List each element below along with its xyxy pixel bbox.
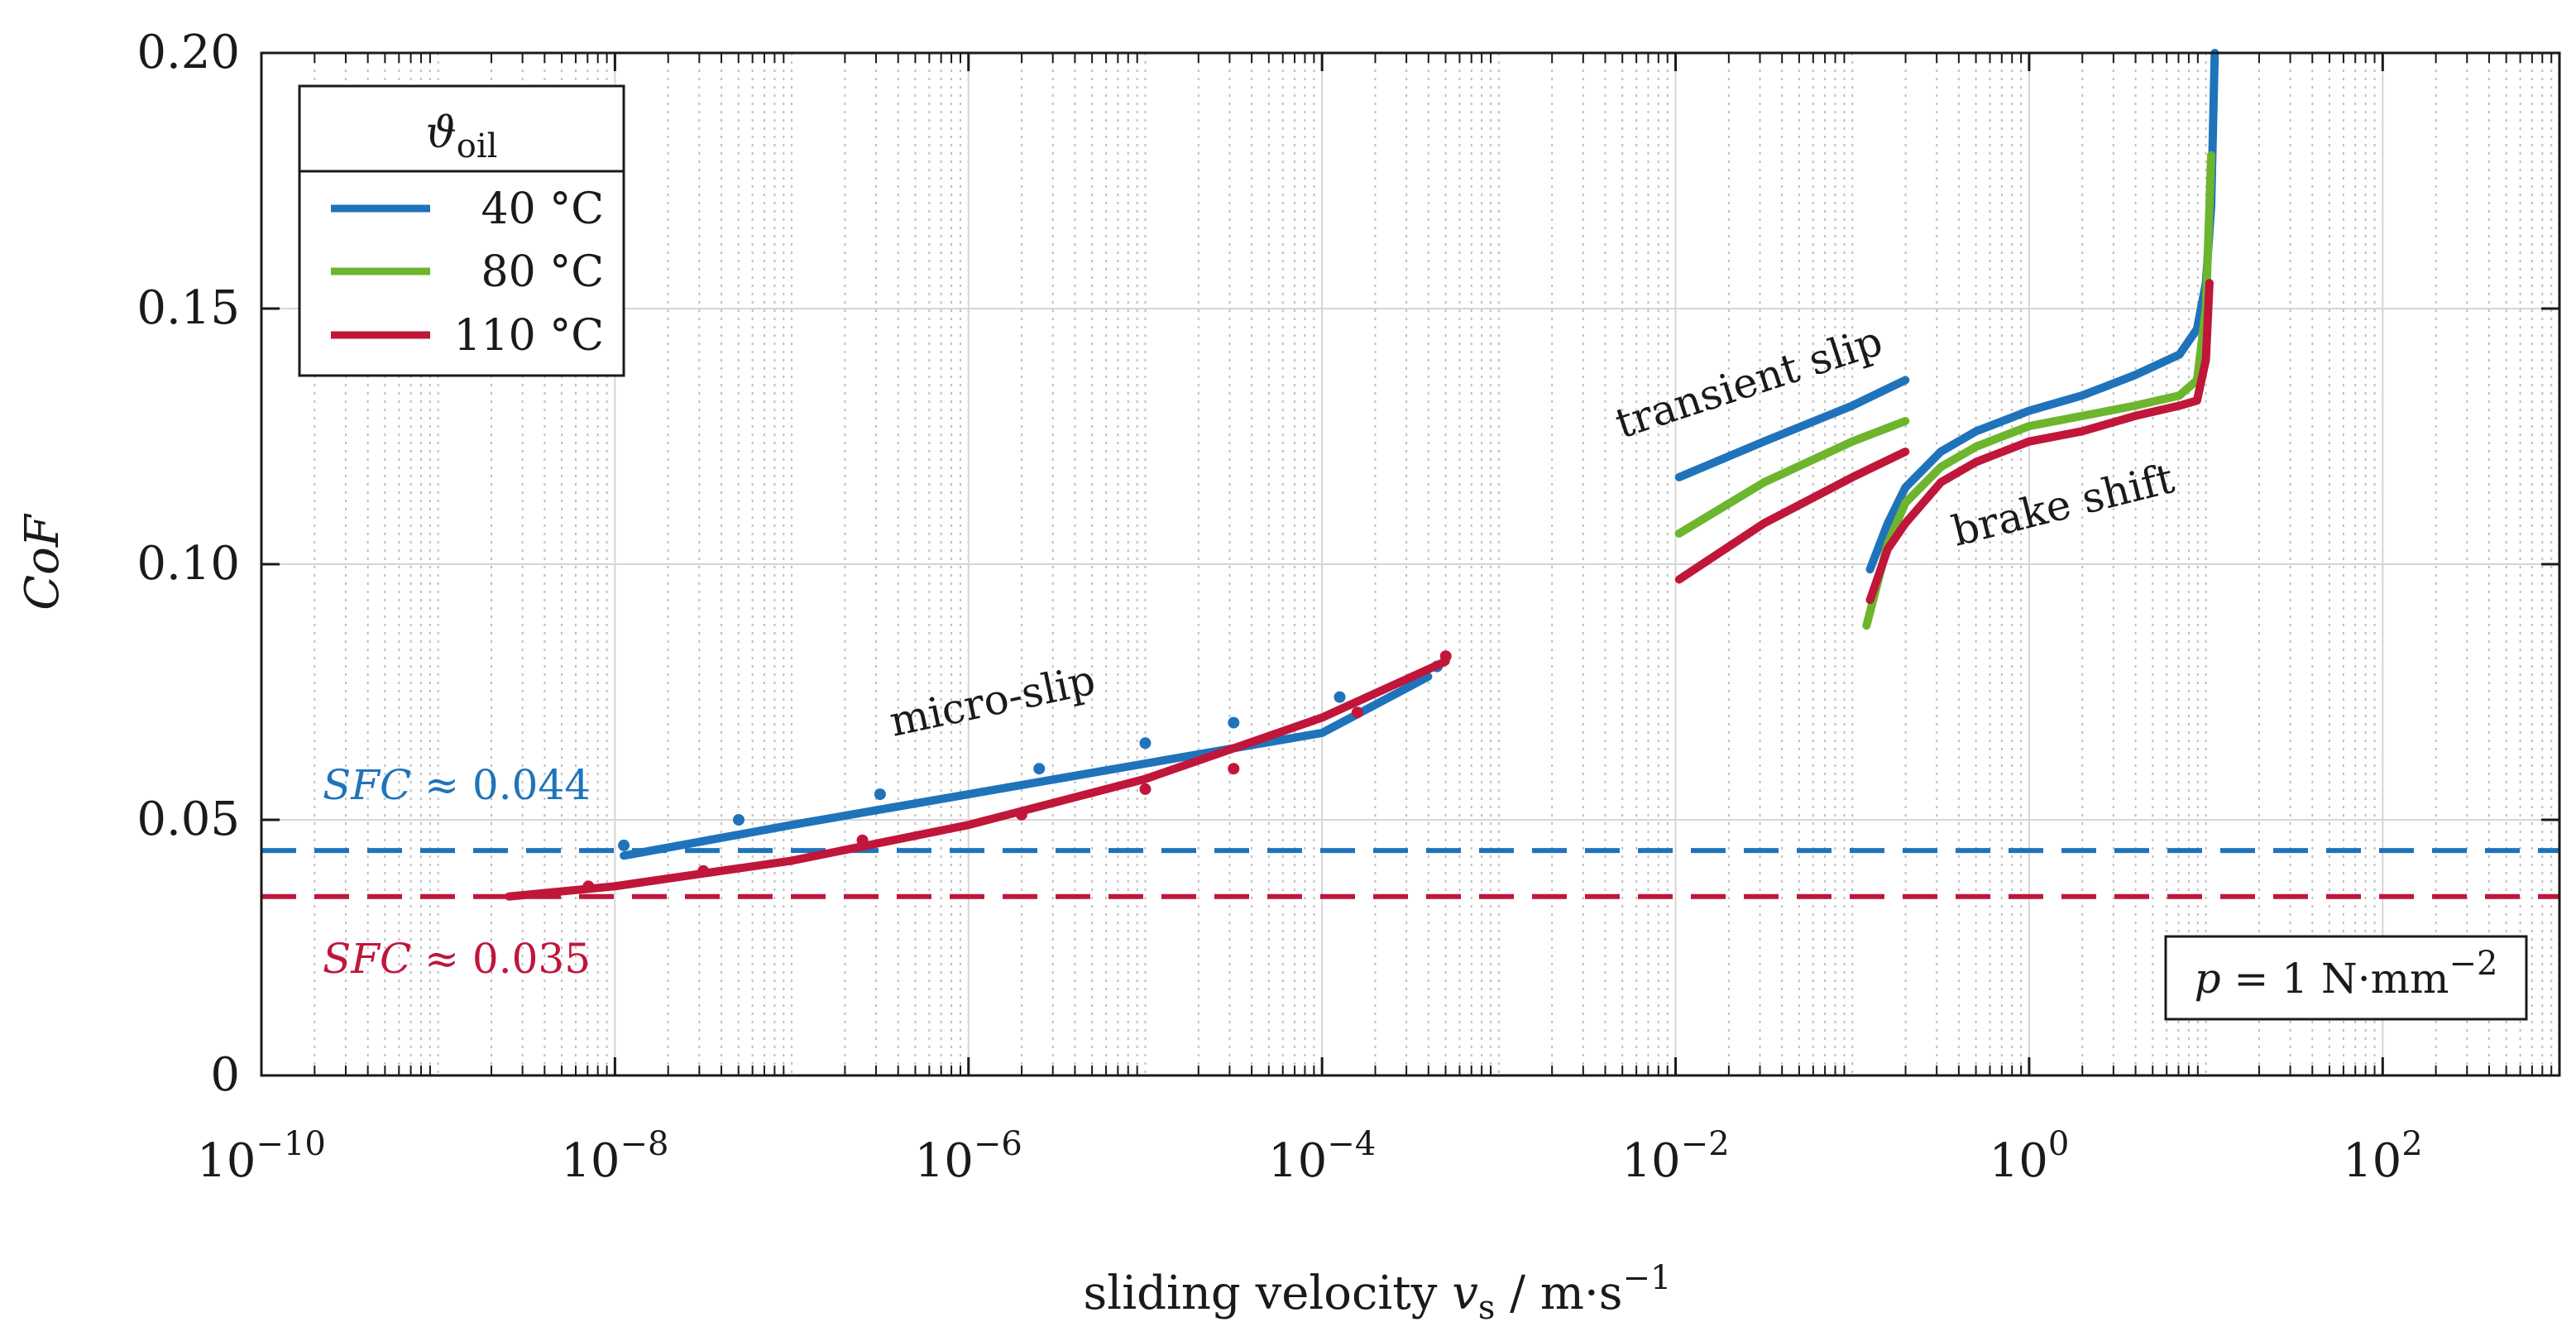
data-point — [582, 880, 595, 893]
legend-label-40: 40 °C — [481, 184, 604, 234]
y-axis-title: CoF — [16, 513, 69, 611]
x-tick-label: 10−4 — [1268, 1125, 1376, 1188]
x-tick-label: 10−2 — [1621, 1125, 1729, 1188]
data-point — [1333, 691, 1346, 703]
legend-title: ϑoil — [426, 108, 498, 165]
data-point — [1033, 763, 1046, 775]
x-tick-label: 10−6 — [915, 1125, 1022, 1188]
series-line-micro-slip — [620, 673, 1433, 860]
series-line-brake-shift — [1865, 279, 2214, 605]
data-point — [1139, 737, 1152, 750]
x-axis-title: sliding velocity vs / m·s−1 — [1084, 1259, 1672, 1327]
data-point — [1351, 706, 1363, 719]
sfc-blue-label: SFC ≈ 0.044 — [323, 761, 591, 809]
axis-ticks — [260, 51, 2559, 1077]
y-tick-label: 0.10 — [136, 537, 240, 591]
data-point — [1439, 650, 1452, 663]
data-point — [1139, 783, 1152, 795]
sfc-red-label: SFC ≈ 0.035 — [323, 935, 591, 983]
legend: ϑoil 40 °C 80 °C 110 °C — [298, 84, 625, 377]
x-tick-label: 10−8 — [561, 1125, 668, 1188]
data-point — [697, 864, 710, 877]
pressure-box: p = 1 N·mm−2 — [2164, 935, 2528, 1021]
series-line-transient-slip — [1674, 448, 1910, 584]
tick-labels: 10−10 10−8 10−6 10−4 10−2 100 102 0 0.05 0.10 0.15… — [136, 26, 2422, 1188]
data-point — [732, 814, 745, 826]
x-tick-label: 100 — [1989, 1125, 2070, 1188]
data-point — [1228, 716, 1240, 729]
data-point — [856, 834, 869, 846]
y-tick-label: 0 — [210, 1048, 240, 1102]
pressure-label: p = 1 N·mm−2 — [2195, 945, 2498, 1003]
series-line-micro-slip — [505, 657, 1450, 901]
x-tick-label: 102 — [2343, 1125, 2423, 1188]
transient-slip-label: transient slip — [1610, 317, 1889, 448]
data-point — [1015, 808, 1027, 821]
legend-label-80: 80 °C — [481, 247, 604, 297]
series-line-transient-slip — [1674, 376, 1910, 481]
series-line-brake-shift — [1862, 151, 2215, 630]
micro-slip-label: micro-slip — [885, 656, 1099, 746]
y-tick-label: 0.20 — [136, 26, 240, 79]
legend-label-110: 110 °C — [453, 311, 604, 361]
series-layer — [505, 49, 2219, 901]
y-tick-label: 0.05 — [136, 793, 240, 846]
x-tick-label: 10−10 — [197, 1125, 326, 1188]
series-line-transient-slip — [1674, 417, 1910, 538]
data-point — [874, 788, 886, 801]
brake-shift-label: brake shift — [1947, 454, 2179, 556]
data-point — [618, 839, 630, 851]
data-point — [1228, 763, 1240, 775]
y-tick-label: 0.15 — [136, 281, 240, 335]
